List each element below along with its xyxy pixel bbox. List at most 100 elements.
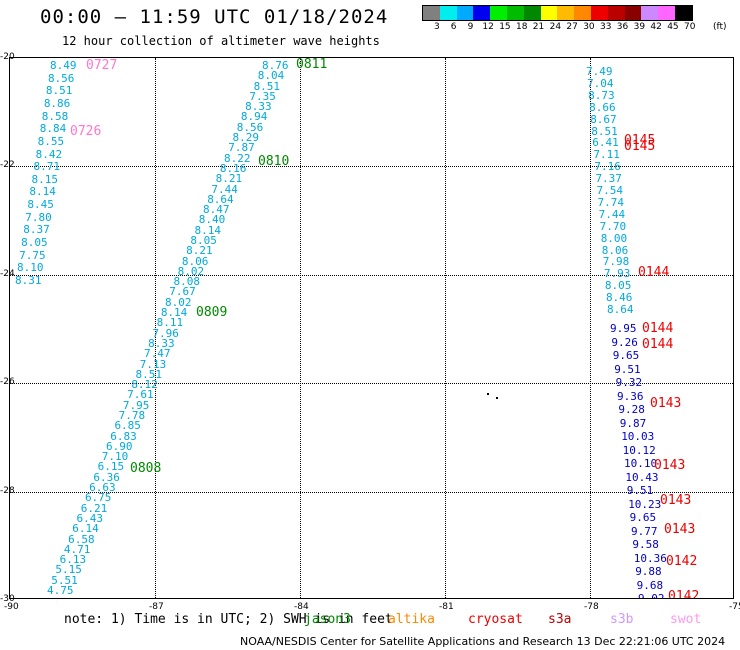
track-value: 8.71 [33,160,61,174]
grid-line [10,383,733,385]
track-value: 8.06 [601,243,629,257]
track-value: 6.75 [84,491,112,505]
track-value: 7.44 [598,207,626,221]
legend-swatch [590,6,608,20]
track-value: 8.94 [240,110,268,124]
track-value: 6.41 [592,136,619,150]
grid-line [445,58,446,598]
track-value: 8.12 [131,378,158,392]
legend-swatch [456,6,474,20]
track-value: 9.51 [626,484,654,497]
legend-swatch [473,6,491,20]
track-value: 9.88 [635,565,662,578]
track-value: 7.10 [101,450,129,464]
legend-label: 30 [583,22,595,32]
track-value: 8.55 [37,134,65,148]
pass-label: 0727 [86,58,118,73]
legend-label: 12 [482,22,494,32]
y-tick-label: -28 [0,485,15,496]
pass-label: 0144 [638,265,670,280]
track-value: 9.36 [617,389,644,403]
legend-swatch [439,6,457,20]
legend-swatch [523,6,541,20]
legend-swatch [423,6,440,20]
track-value: 7.78 [118,409,146,422]
legend-swatch [641,6,659,20]
track-value: 8.31 [15,274,42,287]
legend-label: 9 [467,22,474,32]
pass-label: 0142 [668,589,700,599]
pass-label: 0808 [130,461,162,476]
track-value: 6.85 [114,419,141,433]
track-value: 8.76 [262,59,289,72]
track-value: 8.66 [589,100,616,114]
legend-label: 70 [684,22,696,32]
grid-line [590,58,591,598]
pass-label: 0143 [650,396,682,411]
page-subtitle: 12 hour collection of altimeter wave hei… [62,34,380,48]
track-value: 7.49 [586,65,613,78]
x-tick-label: -78 [584,602,599,612]
track-value: 8.42 [35,147,63,161]
track-value: 10.36 [633,551,667,565]
track-value: 5.51 [51,573,78,587]
track-value: 6.36 [93,470,120,484]
track-value: 8.33 [245,100,272,114]
x-tick-label: -84 [294,602,309,612]
track-value: 8.14 [194,223,222,237]
track-value: 7.75 [19,248,46,262]
grid-line [155,58,156,598]
track-value: 8.04 [257,69,285,83]
track-value: 8.02 [165,295,192,309]
legend-swatch [540,6,558,20]
pass-label: 0810 [258,154,290,169]
legend-swatch [607,6,625,20]
track-value: 7.74 [597,195,625,209]
legend-swatch [674,6,692,20]
track-value: 8.40 [198,213,226,227]
track-value: 6.15 [97,460,125,474]
y-tick-label: -26 [0,377,15,388]
satellite-label-jason3: jason3 [304,612,351,627]
track-value: 8.29 [232,131,259,145]
satellite-label-altika: altika [388,612,435,627]
track-value: 8.22 [224,151,251,165]
legend-label: 27 [566,22,578,32]
legend-label: 39 [633,22,646,32]
map-plot: 8.49 8.56 8.51 8.86 8.58 8.84 8.55 8.42 8.71 8.15… [9,57,734,599]
track-value: 6.13 [59,553,87,567]
legend-unit: (ft) [713,22,727,32]
x-tick-label: -75 [729,602,740,612]
track-value: 8.58 [41,109,69,123]
pass-label: 0144 [642,321,674,336]
track-value: 7.54 [596,184,624,197]
track-value: 9.95 [610,322,637,335]
track-value: 8.51 [135,367,163,381]
track-value: 10.12 [622,443,656,457]
track-value: 10.23 [628,497,662,511]
legend-label: 18 [516,22,528,32]
track-value: 9.77 [631,524,658,538]
track-value: 8.56 [47,71,75,85]
track-value: 6.14 [72,522,99,536]
track-value: 7.80 [25,210,52,224]
track-value: 8.47 [202,203,230,217]
track-value: 7.13 [139,357,167,371]
legend-swatch [574,6,591,20]
track-value: 8.14 [160,306,188,320]
y-tick-label: -20 [0,52,15,62]
track-value: 8.16 [219,161,247,175]
track-value: 10.03 [621,430,655,443]
track-value: 8.11 [156,316,184,330]
pass-label: 0145 [624,133,656,148]
track-value: 5.15 [55,563,82,577]
track-value: 8.05 [21,236,48,250]
pass-label: 0809 [196,305,228,320]
legend-label: 42 [650,22,662,32]
legend-swatch [557,6,575,20]
track-value: 8.49 [50,59,77,72]
track-value: 7.37 [595,172,622,186]
track-value: 8.21 [215,172,243,186]
legend-swatch [506,6,524,20]
track-value: 7.98 [602,255,630,269]
